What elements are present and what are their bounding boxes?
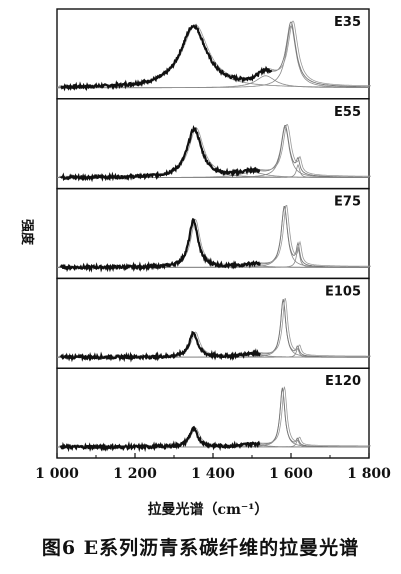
fit-component-2 — [57, 299, 369, 358]
y-axis-label: 强度 — [19, 219, 35, 246]
fit-envelope-outer — [59, 205, 371, 267]
panel-label-E105: E105 — [325, 284, 361, 299]
fit-component-2 — [57, 25, 370, 89]
fit-envelope — [57, 21, 369, 88]
x-tick-label: 1 000 — [35, 466, 79, 482]
panel-E55: E55 — [56, 98, 371, 190]
panel-E35: E35 — [56, 8, 371, 100]
panel-E105: E105 — [56, 277, 371, 369]
fit-envelope-outer — [59, 386, 371, 447]
panels-group: E35 E55 E75 E105 E120 — [56, 8, 371, 459]
panel-label-E75: E75 — [334, 195, 361, 210]
panel-E75: E75 — [56, 187, 371, 280]
panel-E120: E120 — [56, 367, 371, 459]
fit-component-2 — [57, 206, 369, 268]
panel-label-E55: E55 — [334, 105, 361, 120]
figure-caption: 图6 E系列沥青系碳纤维的拉曼光谱 — [41, 537, 360, 559]
fit-component-1 — [57, 25, 369, 88]
fit-component-1 — [57, 219, 369, 268]
x-tick-label: 1 400 — [191, 466, 235, 482]
fit-envelope-outer — [59, 20, 371, 87]
x-tick-label: 1 200 — [113, 466, 157, 482]
measured-spectrum — [59, 217, 261, 273]
fit-envelope — [57, 205, 369, 268]
panel-label-E120: E120 — [325, 374, 361, 389]
measured-spectrum — [59, 425, 261, 453]
x-axis: 1 000 1 200 1 400 1 600 1 800 — [35, 453, 391, 482]
x-tick-label: 1 600 — [269, 466, 313, 482]
measured-spectrum — [60, 23, 273, 92]
measured-spectrum — [60, 124, 261, 183]
fit-component-2 — [57, 388, 369, 448]
measured-spectrum — [59, 330, 261, 363]
fit-envelope — [57, 298, 369, 358]
x-axis-label: 拉曼光谱（cm⁻¹） — [148, 501, 269, 518]
fit-envelope — [57, 387, 369, 448]
fit-envelope-outer — [59, 298, 371, 357]
panel-label-E35: E35 — [334, 15, 361, 30]
x-tick-label: 1 800 — [347, 466, 391, 482]
